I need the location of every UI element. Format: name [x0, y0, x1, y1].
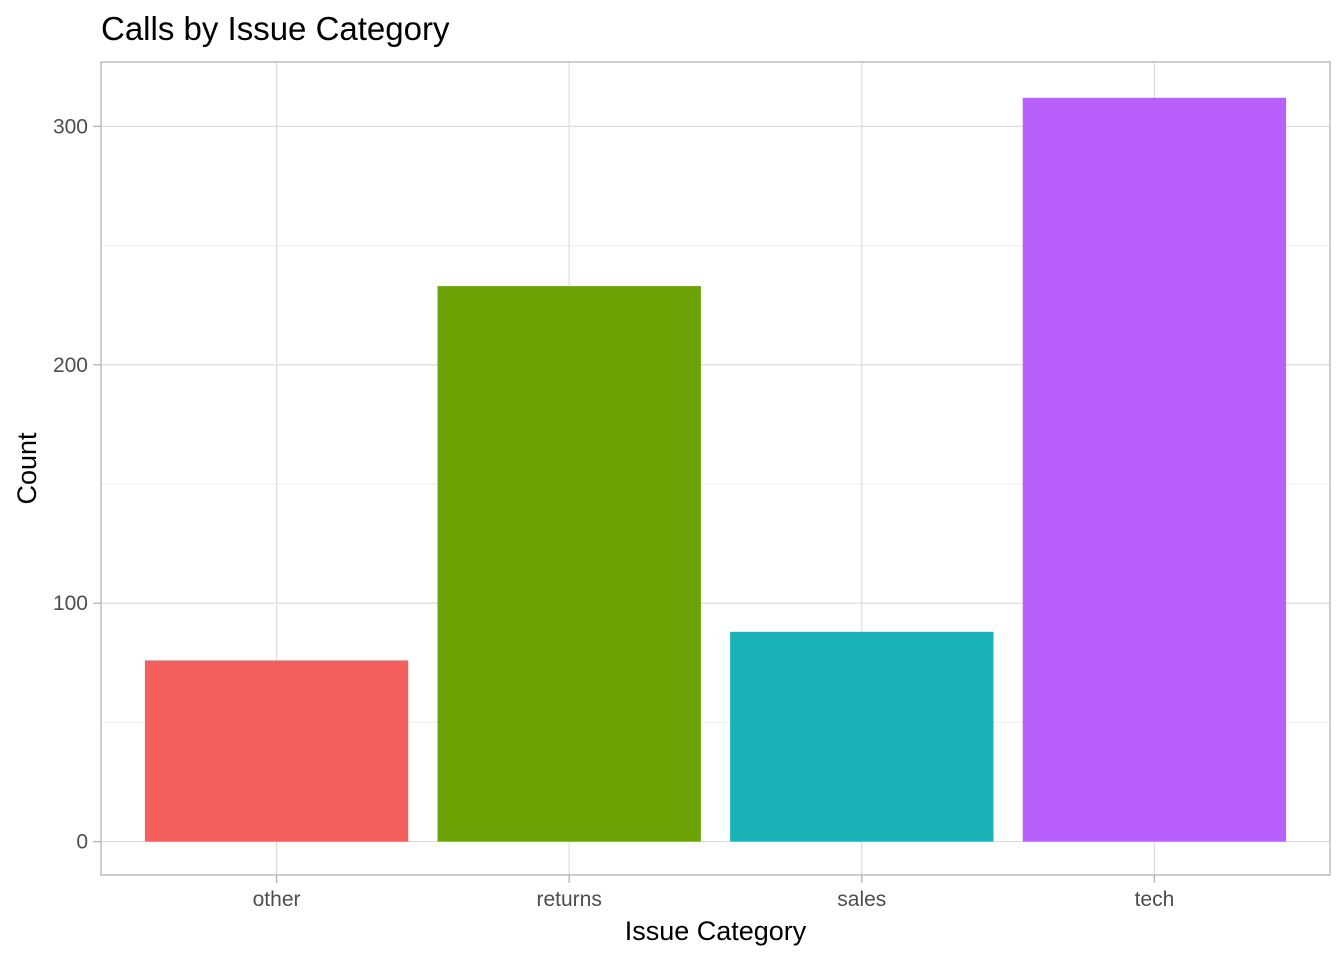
x-axis-tick-labels: other returns sales tech	[253, 888, 1175, 911]
bar-returns	[437, 286, 701, 842]
x-tick-label: sales	[837, 888, 886, 911]
y-tick-label: 200	[53, 354, 88, 377]
chart-title: Calls by Issue Category	[101, 10, 450, 47]
plot-panel	[100, 61, 1331, 876]
bar-other	[144, 660, 409, 842]
x-tick-label: returns	[537, 888, 602, 911]
y-tick-label: 0	[76, 831, 88, 854]
y-axis-title: Count	[12, 432, 42, 505]
x-axis-title: Issue Category	[625, 916, 807, 946]
bar-tech	[1022, 97, 1287, 842]
bar-sales	[730, 631, 994, 842]
x-tick-label: other	[253, 888, 301, 911]
x-tick-label: tech	[1135, 888, 1175, 911]
bars	[144, 97, 1287, 842]
y-tick-label: 300	[53, 115, 88, 138]
y-tick-label: 100	[53, 592, 88, 615]
y-axis-tick-labels: 0 100 200 300	[53, 115, 88, 853]
axis-ticks	[93, 125, 1156, 883]
